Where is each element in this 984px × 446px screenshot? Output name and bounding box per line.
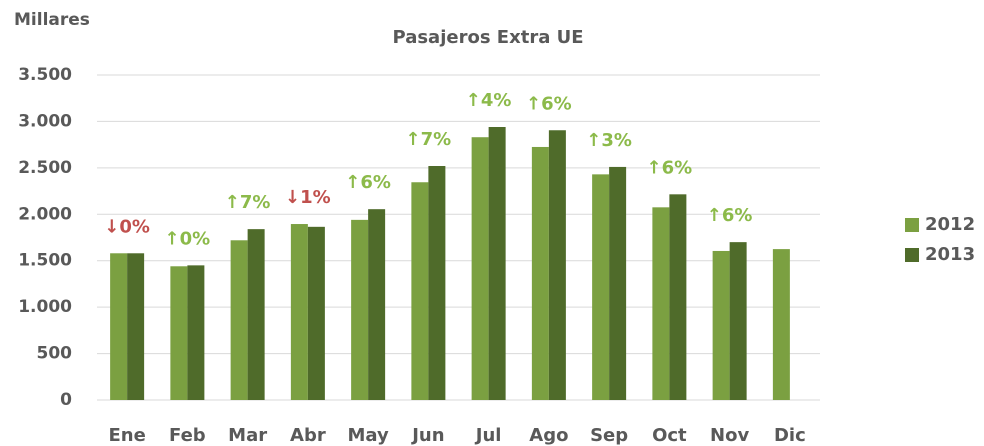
y-tick-label: 2.500 (18, 158, 72, 178)
bar (471, 137, 489, 400)
annotation: ↑6% (526, 93, 572, 114)
bar (351, 219, 369, 400)
bar (652, 207, 670, 400)
annotation: ↑0% (165, 228, 211, 249)
legend-label: 2012 (925, 214, 975, 235)
bar (592, 174, 610, 400)
x-tick-label: Dic (774, 425, 806, 446)
bar (488, 127, 506, 400)
x-tick-label: Oct (652, 425, 687, 446)
x-tick-label: Abr (290, 425, 326, 446)
bar (531, 146, 549, 400)
x-tick-label: May (348, 425, 390, 446)
x-tick-label: Ene (108, 425, 145, 446)
x-tick-label: Sep (590, 425, 628, 446)
y-tick-label: 2.000 (18, 204, 72, 224)
bar (368, 209, 386, 400)
annotation: ↑6% (345, 172, 391, 193)
y-tick-label: 3.000 (18, 111, 72, 131)
bar (187, 265, 205, 400)
bar (428, 166, 446, 400)
x-tick-label: Nov (710, 425, 749, 446)
chart-title: Pasajeros Extra UE (392, 27, 583, 48)
annotation: ↑7% (406, 129, 452, 150)
annotation: ↑6% (647, 157, 693, 178)
x-tick-label: Feb (169, 425, 206, 446)
y-tick-label: 0 (60, 390, 72, 410)
annotation: ↑4% (466, 90, 512, 111)
y-tick-label: 500 (37, 344, 73, 364)
y-tick-label: 1.500 (18, 251, 72, 271)
legend-swatch (905, 248, 919, 262)
bar (772, 249, 790, 400)
bar (669, 194, 687, 400)
bar (609, 166, 627, 400)
bar (712, 250, 730, 400)
y-tick-label: 1.000 (18, 297, 72, 317)
annotation: ↑6% (707, 205, 753, 226)
bar (230, 240, 248, 400)
y-axis-label: Millares (14, 10, 90, 30)
bar (307, 226, 325, 400)
legend-swatch (905, 218, 919, 232)
x-tick-label: Jun (410, 425, 444, 446)
y-tick-label: 3.500 (18, 65, 72, 85)
bar (729, 242, 747, 400)
bar (411, 182, 429, 400)
annotation: ↓1% (285, 187, 331, 208)
bar (290, 224, 308, 400)
legend-label: 2013 (925, 244, 975, 265)
annotation: ↑7% (225, 192, 271, 213)
bar (170, 266, 188, 400)
annotation: ↑3% (586, 130, 632, 151)
x-tick-label: Mar (228, 425, 267, 446)
x-tick-label: Jul (474, 425, 502, 446)
x-tick-label: Ago (529, 425, 568, 446)
bar (127, 253, 145, 400)
annotation: ↓0% (104, 216, 150, 237)
bar (548, 130, 566, 400)
bar (247, 229, 265, 400)
bar (110, 253, 128, 400)
